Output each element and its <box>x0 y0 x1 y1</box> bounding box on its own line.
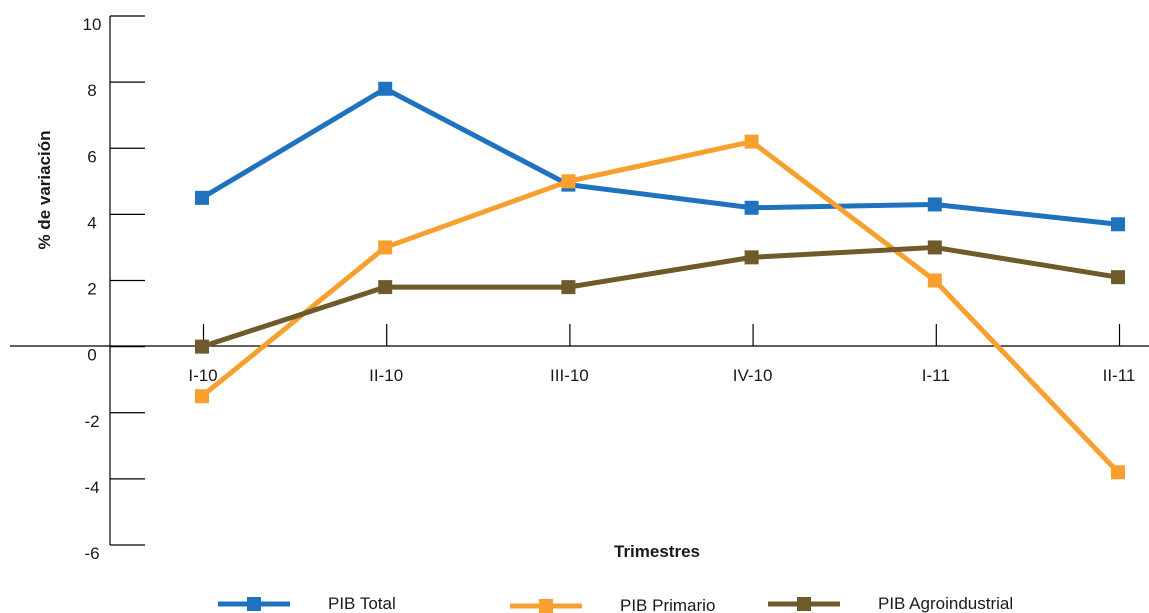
legend-label: PIB Agroindustrial <box>878 594 1013 613</box>
data-point <box>1111 465 1125 480</box>
data-point <box>744 134 759 149</box>
legend-swatch-marker <box>247 597 261 611</box>
y-tick-label: 8 <box>87 81 96 100</box>
data-point <box>561 174 576 189</box>
y-tick-label: -4 <box>84 478 99 497</box>
data-point <box>1111 217 1125 232</box>
x-tick-label: III-10 <box>550 366 589 385</box>
y-tick-label: 4 <box>87 213 96 232</box>
data-point <box>378 280 393 295</box>
data-point <box>195 339 209 354</box>
x-tick-label: I-10 <box>188 366 217 385</box>
x-axis-title: Trimestres <box>614 542 700 561</box>
legend-label: PIB Primario <box>620 596 715 613</box>
data-point <box>1111 270 1125 285</box>
y-axis: 10 8 6 4 2 0 -2 -4 -6 <box>83 15 145 563</box>
data-point <box>195 190 209 205</box>
x-tick-label: I-11 <box>922 366 950 385</box>
y-tick-label: 6 <box>87 147 96 166</box>
legend-item: PIB Primario <box>510 596 715 613</box>
legend-swatch-marker <box>539 599 553 613</box>
legend-label: PIB Total <box>328 594 396 613</box>
series-pib-total <box>195 81 1125 232</box>
x-tick-label: II-10 <box>369 366 403 385</box>
legend-item: PIB Total <box>218 594 396 613</box>
y-tick-label: -6 <box>84 544 99 563</box>
x-tick-label: II-11 <box>1103 366 1136 385</box>
data-point <box>927 273 942 288</box>
y-tick-label: 10 <box>83 15 102 34</box>
series-line <box>201 244 1119 350</box>
series-pib-primario <box>195 134 1125 480</box>
legend: PIB Total PIB Primario PIB Agroindustrial <box>218 594 1013 613</box>
x-tick-label: IV-10 <box>733 366 773 385</box>
legend-item: PIB Agroindustrial <box>768 594 1013 613</box>
legend-swatch-marker <box>797 597 811 611</box>
data-point <box>195 389 209 404</box>
data-point <box>561 280 576 295</box>
y-axis-title: % de variación <box>35 130 54 249</box>
data-point <box>927 240 942 255</box>
y-tick-label: 0 <box>87 346 96 365</box>
data-point <box>927 197 942 212</box>
data-point <box>378 81 393 96</box>
data-point <box>378 240 393 255</box>
series-pib-agroindustrial <box>195 240 1125 354</box>
y-tick-label: 2 <box>87 280 96 299</box>
series-line <box>200 86 1119 227</box>
data-point <box>744 250 759 265</box>
series-line <box>200 139 1120 474</box>
x-axis: I-10 II-10 III-10 IV-10 I-11 II-11 <box>10 324 1149 385</box>
y-tick-label: -2 <box>84 412 99 431</box>
data-point <box>744 200 759 215</box>
series-layer <box>195 81 1125 480</box>
